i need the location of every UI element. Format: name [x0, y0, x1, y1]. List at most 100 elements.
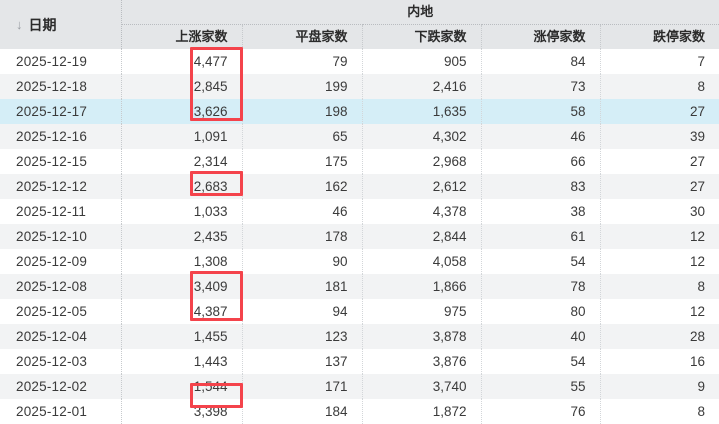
cell-down-count: 1,866 [362, 274, 482, 299]
cell-limit-up-count: 54 [481, 249, 601, 274]
cell-date: 2025-12-10 [0, 224, 122, 249]
cell-up-count: 1,033 [121, 199, 243, 224]
column-header-date-label: 日期 [28, 16, 57, 33]
cell-date: 2025-12-08 [0, 274, 122, 299]
cell-limit-down-count: 12 [690, 229, 706, 244]
cell-up-count: 3,409 [121, 274, 243, 299]
cell-date: 2025-12-19 [0, 49, 122, 74]
table-row[interactable]: 2025-12-03 1,443 137 3,876 54 16 [0, 349, 719, 374]
table-row[interactable]: 2025-12-02 1,544 171 3,740 55 9 [0, 374, 719, 399]
table-row[interactable]: 2025-12-15 2,314 175 2,968 66 27 [0, 149, 719, 174]
cell-limit-down-count: 28 [690, 329, 706, 344]
cell-flat-count: 181 [242, 274, 363, 299]
cell-flat-count: 94 [242, 299, 363, 324]
sort-descending-arrow-icon[interactable]: ↓ [16, 16, 23, 32]
cell-limit-up-count: 58 [481, 99, 601, 124]
cell-flat-count: 46 [242, 199, 363, 224]
cell-date: 2025-12-09 [0, 249, 122, 274]
cell-date: 2025-12-16 [0, 124, 122, 149]
cell-up-count: 2,845 [121, 74, 243, 99]
cell-date: 2025-12-18 [0, 74, 122, 99]
table-row[interactable]: 2025-12-04 1,455 123 3,878 40 28 [0, 324, 719, 349]
table-row[interactable]: 2025-12-08 3,409 181 1,866 78 8 [0, 274, 719, 299]
cell-limit-down-count: 7 [697, 54, 706, 69]
cell-up-count: 1,308 [121, 249, 243, 274]
table-row[interactable]: 2025-12-16 1,091 65 4,302 46 39 [0, 124, 719, 149]
cell-limit-up-count: 40 [481, 324, 601, 349]
cell-limit-up-count: 55 [481, 374, 601, 399]
cell-flat-count: 65 [242, 124, 363, 149]
column-header-flat-count[interactable]: 平盘家数 [242, 24, 363, 49]
cell-down-count: 4,302 [362, 124, 482, 149]
cell-flat-count: 198 [242, 99, 363, 124]
cell-date: 2025-12-04 [0, 324, 122, 349]
table-row[interactable]: 2025-12-12 2,683 162 2,612 83 27 [0, 174, 719, 199]
cell-limit-up-count: 80 [481, 299, 601, 324]
cell-up-count: 1,091 [121, 124, 243, 149]
table-row[interactable]: 2025-12-17 3,626 198 1,635 58 27 [0, 99, 719, 124]
cell-flat-count: 90 [242, 249, 363, 274]
cell-date: 2025-12-02 [0, 374, 122, 399]
table-row[interactable]: 2025-12-10 2,435 178 2,844 61 12 [0, 224, 719, 249]
cell-up-count: 1,443 [121, 349, 243, 374]
cell-limit-down-count: 39 [690, 129, 706, 144]
cell-flat-count: 162 [242, 174, 363, 199]
cell-down-count: 2,844 [362, 224, 482, 249]
cell-up-count: 2,683 [121, 174, 243, 199]
header-column-row: 上涨家数 平盘家数 下跌家数 涨停家数 跌停家数 [0, 24, 719, 49]
cell-up-count: 3,626 [121, 99, 243, 124]
column-header-limit-up-count[interactable]: 涨停家数 [481, 24, 601, 49]
cell-limit-up-count: 83 [481, 174, 601, 199]
cell-date: 2025-12-01 [0, 399, 122, 424]
cell-down-count: 1,872 [362, 399, 482, 424]
cell-limit-down-count: 30 [690, 204, 706, 219]
cell-limit-up-count: 46 [481, 124, 601, 149]
cell-flat-count: 171 [242, 374, 363, 399]
cell-down-count: 4,378 [362, 199, 482, 224]
cell-limit-down-count: 8 [697, 79, 706, 94]
cell-flat-count: 175 [242, 149, 363, 174]
cell-down-count: 3,740 [362, 374, 482, 399]
cell-flat-count: 199 [242, 74, 363, 99]
cell-limit-up-count: 61 [481, 224, 601, 249]
cell-down-count: 1,635 [362, 99, 482, 124]
cell-limit-down-count: 8 [697, 404, 706, 419]
cell-up-count: 2,435 [121, 224, 243, 249]
table-row[interactable]: 2025-12-09 1,308 90 4,058 54 12 [0, 249, 719, 274]
cell-limit-up-count: 38 [481, 199, 601, 224]
table-row[interactable]: 2025-12-11 1,033 46 4,378 38 30 [0, 199, 719, 224]
cell-flat-count: 137 [242, 349, 363, 374]
cell-down-count: 3,878 [362, 324, 482, 349]
cell-down-count: 4,058 [362, 249, 482, 274]
cell-date: 2025-12-15 [0, 149, 122, 174]
column-header-down-count[interactable]: 下跌家数 [362, 24, 482, 49]
table-header: ↓ 日期 内地 上涨家数 平盘家数 下跌家数 涨停家数 跌停家数 [0, 0, 719, 49]
cell-flat-count: 123 [242, 324, 363, 349]
cell-flat-count: 178 [242, 224, 363, 249]
table-body: 2025-12-19 4,477 79 905 84 7 2025-12-18 2,845 19… [0, 49, 719, 424]
cell-limit-up-count: 84 [481, 49, 601, 74]
cell-flat-count: 79 [242, 49, 363, 74]
table-row[interactable]: 2025-12-01 3,398 184 1,872 76 8 [0, 399, 719, 424]
cell-up-count: 4,387 [121, 299, 243, 324]
cell-up-count: 3,398 [121, 399, 243, 424]
table-row[interactable]: 2025-12-18 2,845 199 2,416 73 8 [0, 74, 719, 99]
cell-down-count: 2,612 [362, 174, 482, 199]
cell-limit-down-count: 27 [690, 154, 706, 169]
group-header-mainland: 内地 [121, 0, 719, 25]
cell-up-count: 2,314 [121, 149, 243, 174]
column-header-up-count[interactable]: 上涨家数 [121, 24, 243, 49]
cell-limit-up-count: 78 [481, 274, 601, 299]
table-row[interactable]: 2025-12-05 4,387 94 975 80 12 [0, 299, 719, 324]
cell-up-count: 1,455 [121, 324, 243, 349]
table-row[interactable]: 2025-12-19 4,477 79 905 84 7 [0, 49, 719, 74]
cell-flat-count: 184 [242, 399, 363, 424]
cell-limit-up-count: 54 [481, 349, 601, 374]
column-header-date[interactable]: ↓ 日期 [0, 0, 122, 49]
cell-limit-down-count: 12 [690, 304, 706, 319]
column-header-limit-down-count[interactable]: 跌停家数 [600, 24, 719, 49]
cell-date: 2025-12-05 [0, 299, 122, 324]
header-group-row: ↓ 日期 内地 [0, 0, 719, 49]
